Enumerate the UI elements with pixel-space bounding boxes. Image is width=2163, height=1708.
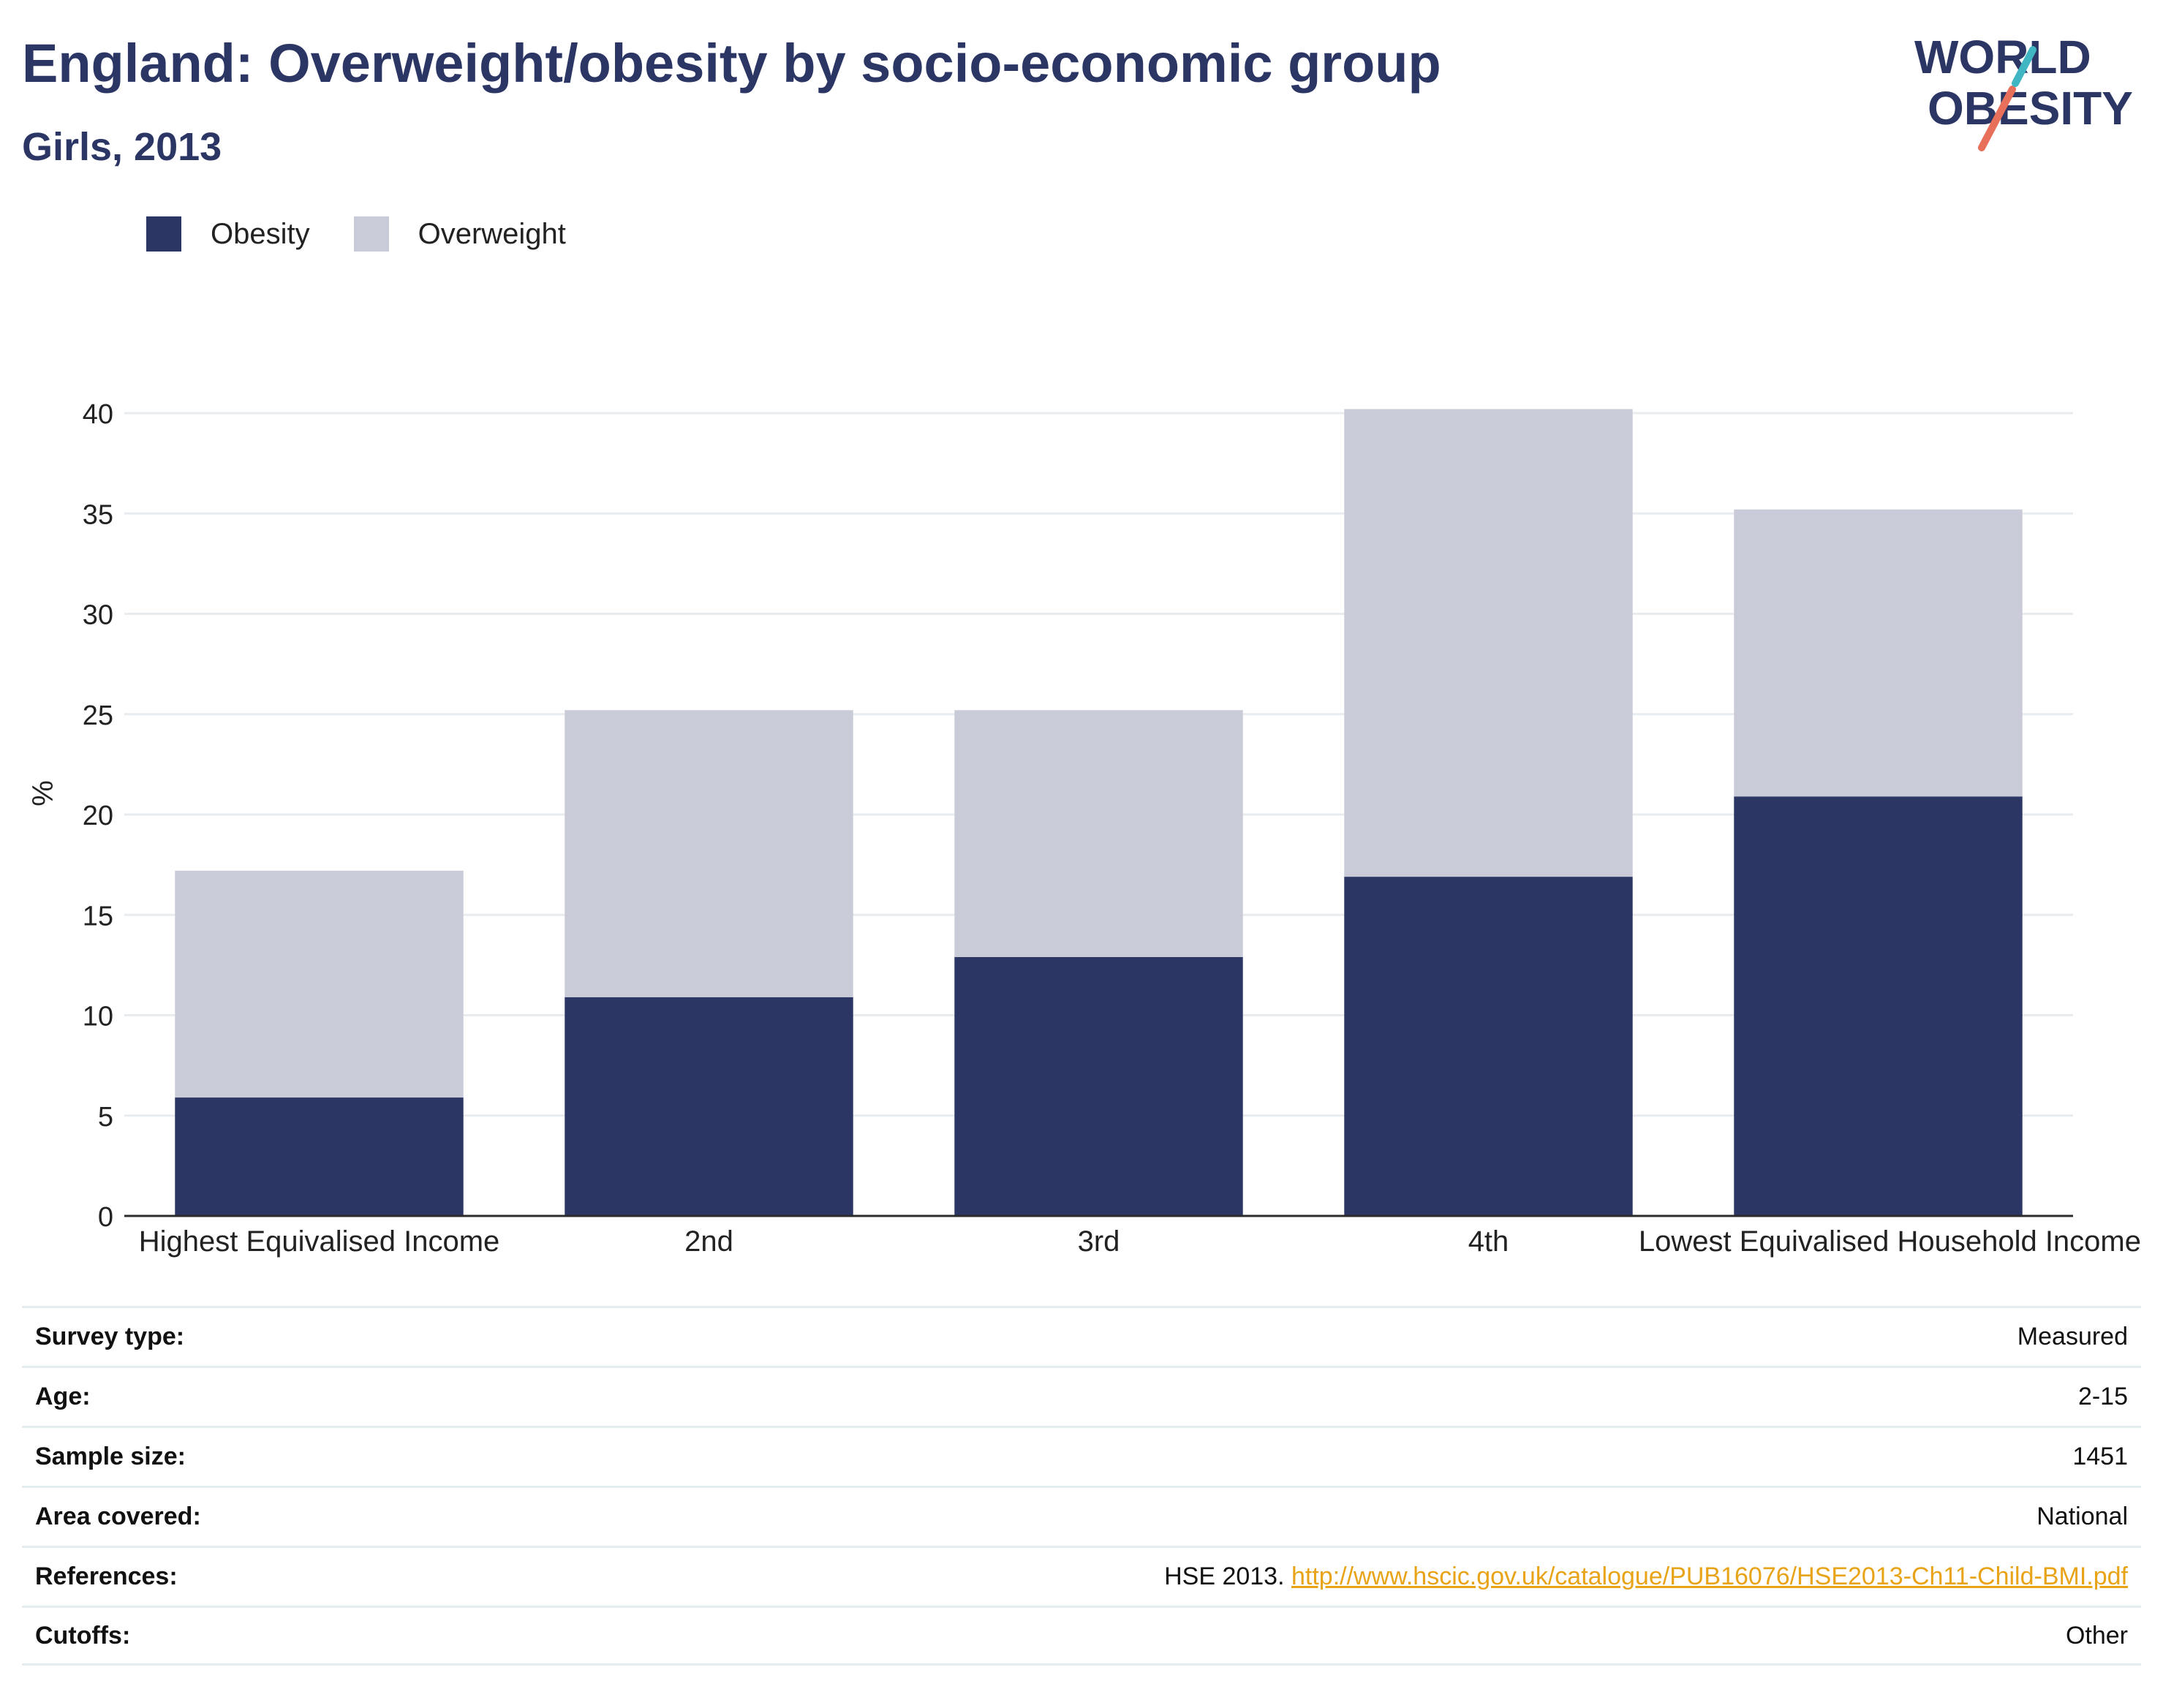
- x-tick-label: Lowest Equivalised Household Income: [1639, 1225, 2141, 1258]
- logo-line1: WORLD: [1914, 31, 2091, 83]
- y-tick-label: 10: [83, 1002, 113, 1032]
- info-row-sample-size: Sample size: 1451: [22, 1426, 2141, 1486]
- bar-overweight[interactable]: [565, 710, 853, 997]
- y-axis-label: %: [27, 780, 59, 806]
- bar-overweight[interactable]: [954, 710, 1243, 957]
- info-label: Sample size:: [35, 1443, 186, 1470]
- info-label: References:: [35, 1562, 178, 1590]
- legend-label-overweight: Overweight: [418, 217, 566, 250]
- y-tick-label: 35: [83, 499, 113, 530]
- legend-swatch-obesity: [146, 216, 181, 252]
- x-tick-label: Highest Equivalised Income: [139, 1225, 500, 1258]
- info-value: HSE 2013. http://www.hscic.gov.uk/catalo…: [1164, 1562, 2128, 1591]
- info-row-references: References: HSE 2013. http://www.hscic.g…: [22, 1546, 2141, 1606]
- info-value: 2-15: [2077, 1383, 2128, 1410]
- info-value: Other: [2065, 1621, 2128, 1650]
- y-tick-label: 0: [98, 1202, 113, 1233]
- stacked-bar-chart: 0 5 10 15 20 25 30 35 40 Highest Equivalised Inc…: [27, 399, 2141, 1258]
- y-tick-label: 40: [83, 399, 113, 430]
- info-row-area-covered: Area covered: National: [22, 1486, 2141, 1546]
- x-tick-label: 3rd: [1078, 1225, 1120, 1258]
- bar-overweight[interactable]: [1734, 509, 2023, 797]
- y-tick-label: 25: [83, 700, 113, 731]
- world-obesity-logo: WORLD OBESITY: [1914, 31, 2133, 151]
- survey-info-table: Survey type: Measured Age: 2-15 Sample s…: [22, 1306, 2141, 1666]
- legend-label-obesity: Obesity: [211, 217, 310, 250]
- info-row-age: Age: 2-15: [22, 1366, 2141, 1426]
- y-tick-label: 15: [83, 901, 113, 932]
- chart-title: England: Overweight/obesity by socio-eco…: [22, 33, 1441, 94]
- legend-swatch-overweight: [353, 216, 389, 252]
- logo-line2: OBESITY: [1928, 82, 2133, 135]
- y-tick-labels: 0 5 10 15 20 25 30 35 40: [83, 399, 113, 1233]
- info-label: Area covered:: [35, 1503, 201, 1530]
- reference-link[interactable]: http://www.hscic.gov.uk/catalogue/PUB160…: [1291, 1562, 2128, 1590]
- x-tick-labels: Highest Equivalised Income 2nd 3rd 4th Lowes…: [139, 1225, 2141, 1258]
- x-tick-label: 2nd: [684, 1225, 733, 1258]
- bar-obesity[interactable]: [175, 1097, 464, 1216]
- info-label: Age:: [35, 1383, 91, 1410]
- info-label: Cutoffs:: [35, 1621, 131, 1650]
- bars: [175, 409, 2023, 1216]
- reference-text: HSE 2013.: [1164, 1562, 1285, 1590]
- bar-obesity[interactable]: [954, 956, 1243, 1216]
- info-value: 1451: [2072, 1443, 2128, 1470]
- y-tick-label: 20: [83, 801, 113, 831]
- x-tick-label: 4th: [1468, 1225, 1509, 1258]
- info-value: Measured: [2017, 1323, 2128, 1350]
- bar-obesity[interactable]: [565, 997, 853, 1216]
- y-tick-label: 30: [83, 600, 113, 631]
- info-row-cutoffs: Cutoffs: Other: [22, 1606, 2141, 1666]
- legend-item-obesity[interactable]: Obesity: [146, 216, 310, 252]
- bar-obesity[interactable]: [1734, 796, 2023, 1216]
- info-label: Survey type:: [35, 1323, 185, 1350]
- y-tick-label: 5: [98, 1102, 113, 1133]
- bar-obesity[interactable]: [1344, 877, 1633, 1216]
- bar-overweight[interactable]: [1344, 409, 1633, 877]
- bar-overweight[interactable]: [175, 870, 464, 1098]
- chart-subtitle: Girls, 2013: [22, 125, 222, 169]
- chart-legend: Obesity Overweight: [146, 216, 610, 252]
- info-row-survey-type: Survey type: Measured: [22, 1306, 2141, 1366]
- legend-item-overweight[interactable]: Overweight: [353, 216, 566, 252]
- info-value: National: [2036, 1503, 2128, 1530]
